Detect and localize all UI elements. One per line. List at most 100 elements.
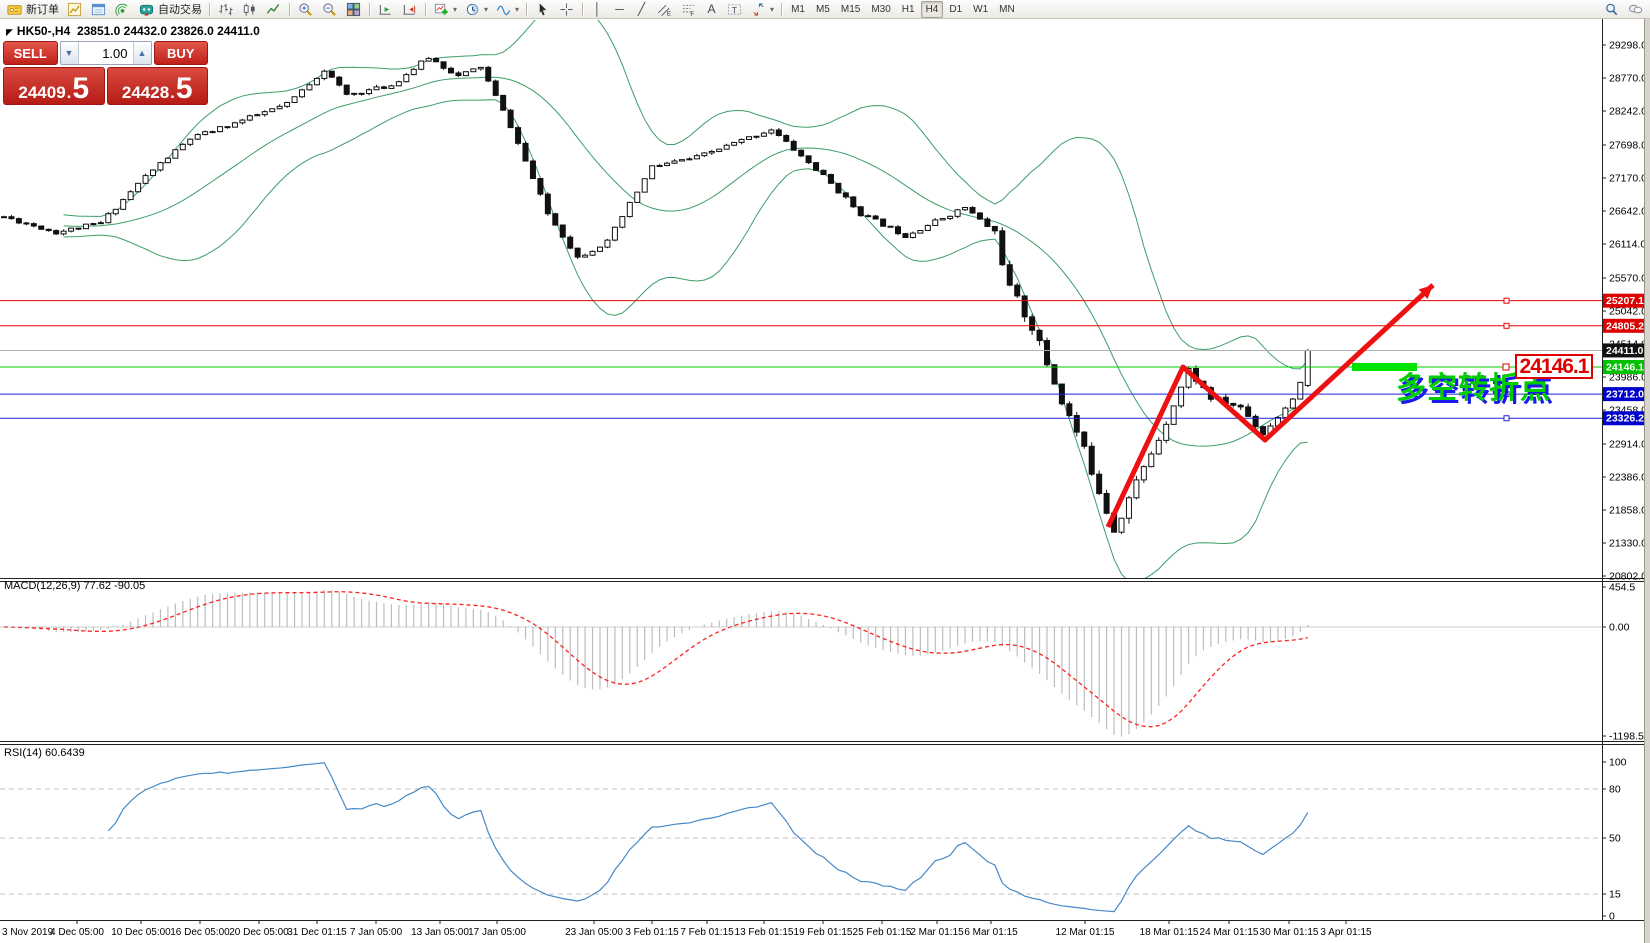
periods-icon[interactable]: ▾ <box>461 1 491 17</box>
cursor-icon[interactable] <box>531 1 554 17</box>
crosshair-icon[interactable] <box>555 1 578 17</box>
timeframe-m15[interactable]: M15 <box>840 3 861 15</box>
svg-text:24411.0: 24411.0 <box>1606 345 1644 357</box>
svg-text:21330.0: 21330.0 <box>1609 538 1647 550</box>
rsi-indicator-label: RSI(14) 60.6439 <box>4 747 85 759</box>
fibonacci-icon[interactable]: F <box>677 1 700 17</box>
auto-scroll-icon[interactable] <box>374 1 397 17</box>
autotrading-button[interactable]: 自动交易 <box>135 1 205 17</box>
svg-text:7 Feb 01:15: 7 Feb 01:15 <box>680 927 734 938</box>
text-label-icon[interactable]: T <box>723 1 746 17</box>
dropdown-arrow-icon[interactable]: ▾ <box>515 4 520 14</box>
macd-pane <box>0 589 1602 737</box>
buy-price-tile[interactable]: 24428. 5 <box>106 67 208 105</box>
buy-button[interactable]: BUY <box>153 41 208 65</box>
auto-scroll-icon-glyph <box>377 1 394 17</box>
periods-icon-glyph <box>464 1 481 17</box>
timeframe-m1[interactable]: M1 <box>791 3 805 15</box>
trendline-icon[interactable]: ╱ <box>637 2 646 16</box>
market-watch-icon[interactable] <box>63 1 86 17</box>
signals-icon[interactable] <box>111 1 134 17</box>
line-chart-icon-glyph <box>265 1 282 17</box>
timeframe-d1[interactable]: D1 <box>949 3 963 15</box>
chat-icon[interactable] <box>1624 1 1647 17</box>
equidistant-channel-icon[interactable]: E <box>653 1 676 17</box>
volume-up-button[interactable]: ▲ <box>132 42 151 64</box>
svg-text:23986.0: 23986.0 <box>1609 372 1647 384</box>
timeframe-m5[interactable]: M5 <box>815 3 830 15</box>
dropdown-arrow-icon[interactable]: ▾ <box>484 4 489 14</box>
arrows-icon[interactable]: ▾ <box>747 1 777 17</box>
main-toolbar: 新订单 自动交易 ▾ ▾ ▾ │ ─ ╱ E F A T ▾ M1 M5 M15 M30 H1 H4 D1 W1 MN <box>0 0 1650 19</box>
rsi-pane <box>0 762 1602 913</box>
svg-text:23712.0: 23712.0 <box>1606 389 1644 401</box>
new-order-button[interactable]: 新订单 <box>3 1 62 17</box>
svg-text:13 Feb 01:15: 13 Feb 01:15 <box>735 927 794 938</box>
key-level-price-label[interactable]: 24146.1 <box>1515 354 1593 379</box>
svg-text:3 Apr 01:15: 3 Apr 01:15 <box>1320 927 1372 938</box>
svg-text:25570.0: 25570.0 <box>1609 273 1647 285</box>
sell-button[interactable]: SELL <box>3 41 58 65</box>
timeframe-w1[interactable]: W1 <box>973 3 989 15</box>
chart-shift-icon[interactable] <box>398 1 421 17</box>
candlestick-chart-icon[interactable] <box>238 1 261 17</box>
line-chart-icon[interactable] <box>262 1 285 17</box>
svg-text:25042.0: 25042.0 <box>1609 306 1647 318</box>
bar-chart-icon[interactable] <box>214 1 237 17</box>
timeframe-h1[interactable]: H1 <box>901 3 915 15</box>
zoom-in-icon[interactable] <box>294 1 317 17</box>
svg-text:50: 50 <box>1609 833 1621 845</box>
add-indicator-icon[interactable]: ▾ <box>430 1 460 17</box>
timeframe-mn[interactable]: MN <box>999 3 1015 15</box>
svg-text:100: 100 <box>1609 757 1627 769</box>
timeframe-m30[interactable]: M30 <box>871 3 891 15</box>
sell-price-tile[interactable]: 24409. 5 <box>3 67 105 105</box>
trend-zigzag-arrow[interactable] <box>1105 283 1435 529</box>
svg-text:25 Feb 01:15: 25 Feb 01:15 <box>853 927 912 938</box>
dropdown-arrow-icon[interactable]: ▾ <box>453 4 458 14</box>
svg-text:28770.0: 28770.0 <box>1609 73 1647 85</box>
svg-text:22386.0: 22386.0 <box>1609 472 1647 484</box>
candlesticks <box>1 57 1311 535</box>
svg-text:24146.1: 24146.1 <box>1606 361 1644 373</box>
key-level-highlight-bar[interactable] <box>1352 363 1417 371</box>
svg-text:454.5: 454.5 <box>1609 582 1635 594</box>
svg-text:T: T <box>732 4 737 14</box>
tile-windows-icon[interactable] <box>342 1 365 17</box>
price-axis[interactable]: 29298.0 28770.0 28242.0 27698.0 27170.0 26642… <box>1602 40 1650 923</box>
volume-stepper: ▼ 1.00 ▲ <box>59 41 152 65</box>
horizontal-line-icon[interactable]: ─ <box>615 2 624 16</box>
data-window-icon[interactable] <box>87 1 110 17</box>
zoom-out-icon[interactable] <box>318 1 341 17</box>
buy-price-big: 5 <box>175 72 193 105</box>
volume-value[interactable]: 1.00 <box>102 45 128 61</box>
svg-text:3 Feb 01:15: 3 Feb 01:15 <box>625 927 679 938</box>
sell-price-big: 5 <box>72 72 90 105</box>
buy-price-dot: . <box>170 83 175 102</box>
arrows-icon-glyph <box>750 1 767 17</box>
templates-icon[interactable]: ▾ <box>492 1 522 17</box>
market-watch-icon-glyph <box>66 1 83 17</box>
pane-dividers <box>0 18 1650 921</box>
text-icon[interactable]: A <box>707 2 716 16</box>
timeframe-h4[interactable]: H4 <box>920 0 944 18</box>
text-label-icon-glyph: T <box>726 1 743 17</box>
horizontal-level-lines[interactable] <box>0 297 1602 422</box>
svg-text:26114.0: 26114.0 <box>1609 239 1646 251</box>
dropdown-arrow-icon[interactable]: ▾ <box>770 4 775 14</box>
search-icon[interactable] <box>1600 1 1623 17</box>
search-icon-glyph <box>1603 1 1620 17</box>
svg-text:19 Feb 01:15: 19 Feb 01:15 <box>794 927 853 938</box>
chart-title-text: HK50-,H4 23851.0 24432.0 23826.0 24411.0 <box>16 24 260 38</box>
templates-icon-glyph <box>495 1 512 17</box>
chart-shift-icon-glyph <box>401 1 418 17</box>
volume-down-button[interactable]: ▼ <box>60 42 79 64</box>
add-indicator-icon-glyph <box>433 1 450 17</box>
vertical-line-icon[interactable]: │ <box>593 2 602 16</box>
svg-text:30 Mar 01:15: 30 Mar 01:15 <box>1260 927 1319 938</box>
chart-corner-icon: ◤ <box>6 27 13 37</box>
svg-text:18 Mar 01:15: 18 Mar 01:15 <box>1140 927 1199 938</box>
